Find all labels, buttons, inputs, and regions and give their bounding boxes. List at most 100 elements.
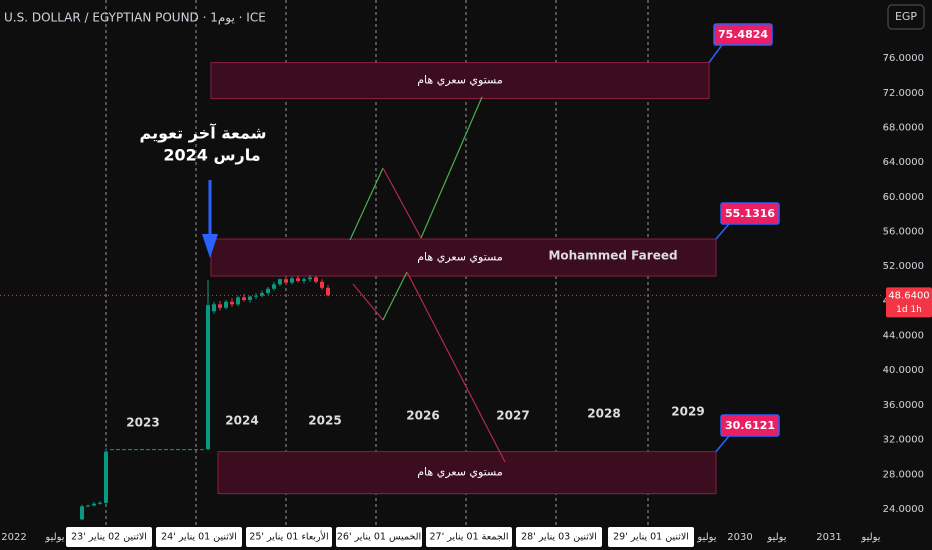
price-zone [210,238,717,277]
annotation: شمعة آخر تعويم [140,123,267,143]
candle-body [224,301,228,308]
candle-body [236,297,240,305]
watermark: Mohammed Fareed [548,249,677,263]
candle-body [188,449,192,451]
callout-box [713,23,773,46]
candle-body [86,505,90,507]
x-tick-label: 2022 [1,532,26,543]
callout-connector [715,223,730,240]
date-box [156,527,242,547]
callout-value: 30.6121 [725,419,775,432]
last-price-box [886,287,932,318]
last-price-label: 48.6400 [888,290,929,301]
date-box [246,527,332,547]
candle-body [314,277,318,282]
candle-body [80,506,84,520]
candle-body [320,281,324,288]
candle-body [266,288,270,294]
candle-body [92,503,96,506]
zone-label: مستوي سعري هام [417,251,503,264]
candle-body [260,293,264,296]
candle-body [302,279,306,281]
date-box [336,527,422,547]
arrow [202,180,218,258]
candle-body [104,451,108,503]
y-tick-label: 64.0000 [883,157,924,168]
candle-body [290,278,294,283]
arrow-head [202,234,218,258]
candle-body [128,449,132,451]
candle-body [212,304,216,312]
candle-body [122,449,126,451]
candle-body [242,297,246,300]
candle-body [170,449,174,451]
x-tick-label: يوليو [766,532,786,543]
candle-body [254,295,258,297]
currency-label[interactable]: EGP [895,10,917,23]
date-box-label: الخميس 01 يناير '26 [337,532,421,543]
chart-title: U.S. DOLLAR / EGYPTIAN POUND · 1يوم · IC… [4,11,266,26]
back-layer [0,0,884,525]
y-tick-label: 32.0000 [883,435,924,446]
date-box-label: الاثنين 01 يناير '29 [613,532,689,543]
x-tick-label: 2030 [727,532,752,543]
annotation: مارس 2024 [163,146,260,165]
year-label: 2025 [308,414,341,428]
projection-line [382,167,422,239]
front-layer: 24.0000 28.0000 32.0000 36.0000 40.0000 44.00… [1,23,932,547]
candle-body [146,449,150,451]
currency-button[interactable] [887,4,925,30]
candle-body [110,449,114,451]
y-tick-label: 76.0000 [883,53,924,64]
projection-drawings [349,96,506,463]
projection-line [352,283,384,321]
y-tick-label: 28.0000 [883,469,924,480]
candle-body [152,449,156,451]
candle-body [140,449,144,451]
projection-line [406,271,506,463]
date-box [426,527,512,547]
zone-label: مستوي سعري هام [417,74,503,87]
candle-body [164,449,168,451]
y-tick-label: 52.0000 [883,261,924,272]
candle-body [200,449,204,451]
x-tick-label: يوليو [696,532,716,543]
candle-body [194,449,198,451]
candle-body [158,449,162,451]
y-tick-label: 72.0000 [883,88,924,99]
callout-box [720,202,780,225]
candle-body [326,287,330,296]
projection-line [420,96,483,239]
candle-body [206,305,210,450]
zone-label: مستوي سعري هام [417,466,503,479]
date-box-label: الجمعة 01 يناير '27 [430,532,509,543]
y-tick-label: 40.0000 [883,365,924,376]
callout-box [720,414,780,437]
candle-body [248,296,252,300]
date-box [608,527,694,547]
callout-value: 75.4824 [718,28,768,41]
projection-line [382,271,408,321]
date-box-label: الأربعاء 01 يناير '25 [249,531,328,543]
candle-body [116,449,120,451]
year-label: 2026 [406,409,439,423]
y-tick-label: 24.0000 [883,504,924,515]
x-tick-label: يوليو [860,532,880,543]
countdown: 1d 1h [896,305,922,315]
price-zone [217,451,717,495]
x-tick-label: 2031 [816,532,841,543]
candle-body [278,279,282,285]
callout-connector [708,44,723,64]
year-label: 2024 [225,414,258,428]
year-label: 2028 [587,407,620,421]
candle-body [230,301,234,305]
candle-body [176,449,180,451]
year-label: 2023 [126,416,159,430]
y-tick-label: 68.0000 [883,122,924,133]
candle-body [218,304,222,308]
date-box [516,527,602,547]
candle-body [296,278,300,281]
candle-body [98,502,102,504]
